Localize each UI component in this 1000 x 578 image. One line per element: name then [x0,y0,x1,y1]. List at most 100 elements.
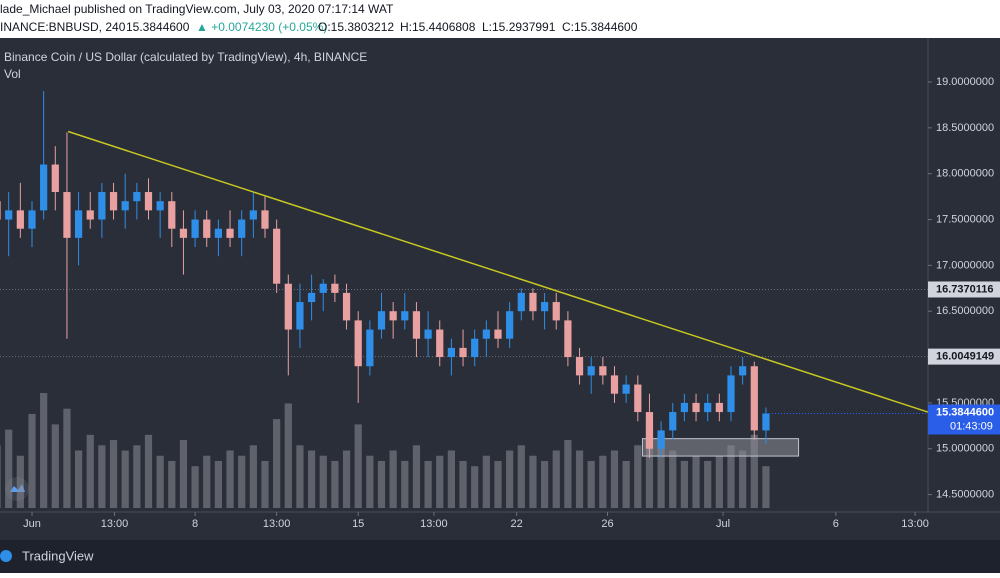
volume-bar [238,455,246,508]
candle-body [331,283,339,293]
x-tick-label: Jul [716,518,730,530]
volume-bar [564,440,572,508]
brand: TradingView [22,548,94,563]
x-tick-label: 13:00 [101,518,129,530]
volume-bar [692,455,700,508]
candle-body [436,329,444,358]
y-tick-label: 17.5000000 [936,213,994,225]
volume-bar [634,445,642,508]
candle-body [296,302,304,330]
candle-body [412,311,421,339]
candle-body [552,302,560,321]
volume-bar [436,455,444,508]
y-tick-label: 18.5000000 [936,122,994,134]
volume-bar [529,455,537,508]
volume-bar [51,424,59,508]
candle-body [494,329,502,339]
candle-body [16,210,24,229]
candle-body [203,219,211,238]
candle-body [284,283,292,330]
candle-body [540,302,549,312]
x-tick-label: 22 [511,518,523,530]
volume-bar [715,455,723,508]
y-tick-label: 19.0000000 [936,76,994,88]
last-price-label: 15.3844600 [936,406,994,418]
candle-body [634,384,642,413]
volume-bar [5,429,13,508]
candle-body [389,311,397,321]
candle-body [447,347,456,358]
candle-body [249,210,257,220]
candle-body [191,219,199,238]
close: C:15.3844600 [562,20,638,34]
volume-bar [214,460,223,508]
candle-body [179,228,188,238]
candle-body [750,366,758,431]
y-tick-label: 15.0000000 [936,443,994,455]
candle-body [739,366,747,376]
candle-body [680,402,689,413]
volume-bar [587,460,595,508]
high: H:15.4406808 [400,20,476,34]
volume-bar [459,460,467,508]
volume-bar [28,413,36,508]
candle-body [5,210,13,220]
candle-body [144,192,153,211]
volume-bar [40,393,48,508]
candle-body [319,283,327,293]
author-line: lade_Michael published on TradingView.co… [0,2,394,16]
level-label-bg [928,281,1000,298]
trendline [67,130,929,413]
logo-icon [0,550,12,562]
volume-bar [354,424,362,508]
volume-bar [86,434,94,508]
candle-body [226,228,234,238]
volume-bar [447,450,456,508]
volume-bar [319,455,327,508]
candle-body [727,375,735,413]
candle-body [273,228,281,284]
candle-body [657,430,665,449]
candle-body [704,402,712,413]
volume-bar [471,466,479,508]
candle-body [517,292,525,312]
candle-body [610,375,619,394]
candle-body [715,402,723,413]
candle-body [482,329,490,339]
footer-bg [0,540,1000,573]
symbol: INANCE:BNBUSD, 240 [0,20,126,34]
candle-body [40,164,48,211]
candle-body [564,320,572,358]
volume-bar [98,445,106,508]
volume-bar [739,450,747,508]
volume-bar [296,445,304,508]
volume-bar [657,434,665,508]
chart-bg [0,38,1000,540]
volume-bar [261,460,269,508]
volume-bar [249,445,257,508]
volume-bar [680,460,689,508]
candle-body [587,366,595,376]
candle-body [238,219,246,238]
volume-bar [191,466,199,508]
candle-body [575,357,584,376]
candle-body [133,192,141,202]
candle-body [307,292,316,303]
volume-bar [168,460,176,508]
volume-bar [401,460,409,508]
open: O:15.3803212 [318,20,394,34]
volume-bar [506,450,514,508]
change: ▲ +0.0074230 (+0.05%) [196,20,327,34]
volume-bar [0,445,1,508]
x-tick-label: 13:00 [420,518,448,530]
candle-body [28,210,36,229]
volume-bar [494,460,502,508]
volume-bar [377,460,386,508]
candle-body [366,329,374,367]
volume-bar [226,450,234,508]
candle-body [168,201,176,229]
candle-body [645,412,654,449]
candle-body [354,320,362,367]
y-tick-label: 16.5000000 [936,305,994,317]
candle-body [506,311,514,339]
